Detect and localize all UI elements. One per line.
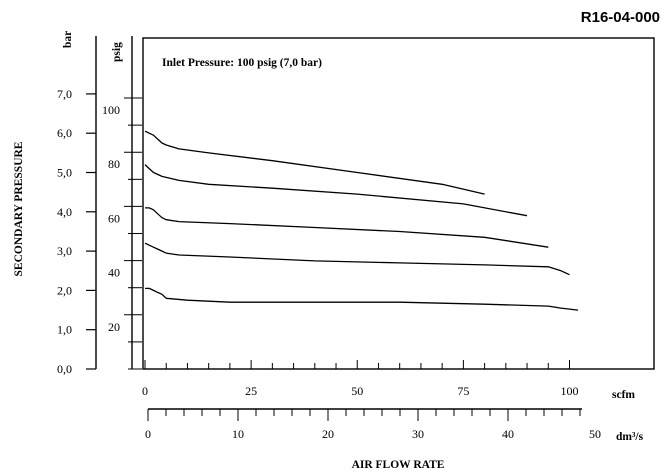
psig-tick-label: 60 xyxy=(108,211,120,225)
inlet-pressure-annotation: Inlet Pressure: 100 psig (7,0 bar) xyxy=(162,57,322,69)
scfm-tick-label: 100 xyxy=(561,384,579,398)
dm3s-tick-label: 50 xyxy=(589,427,601,441)
pressure-curve-4 xyxy=(144,242,570,276)
pressure-curve-2 xyxy=(144,164,528,217)
psig-unit-label: psig xyxy=(111,42,123,62)
scfm-unit-label: scfm xyxy=(612,389,635,401)
dm3s-unit-label: dm³/s xyxy=(616,431,644,443)
bar-tick-label: 3,0 xyxy=(57,244,72,258)
dm3s-tick-label: 30 xyxy=(412,427,424,441)
plot-frame xyxy=(142,37,655,370)
y-axis-title: SECONDARY PRESSURE xyxy=(13,141,25,276)
psig-tick-label: 100 xyxy=(102,103,120,117)
bar-tick-label: 6,0 xyxy=(57,126,72,140)
scfm-tick-label: 25 xyxy=(245,384,257,398)
bar-tick-label: 1,0 xyxy=(57,323,72,337)
dm3s-tick-label: 10 xyxy=(232,427,244,441)
dm3s-tick-label: 0 xyxy=(145,427,151,441)
scfm-tick-label: 75 xyxy=(457,384,469,398)
bar-tick-label: 5,0 xyxy=(57,166,72,180)
dm3s-tick-label: 20 xyxy=(322,427,334,441)
scfm-tick-label: 0 xyxy=(142,384,148,398)
bar-unit-label: bar xyxy=(62,31,74,48)
psig-tick-label: 40 xyxy=(108,266,120,280)
bar-tick-label: 4,0 xyxy=(57,205,72,219)
dm3s-tick-label: 40 xyxy=(502,427,514,441)
psig-tick-label: 80 xyxy=(108,157,120,171)
pressure-curve-5 xyxy=(145,287,579,311)
x-axis-title: AIR FLOW RATE xyxy=(352,459,445,471)
bar-tick-label: 2,0 xyxy=(57,283,72,297)
pressure-curve-3 xyxy=(145,207,549,248)
chart-code: R16-04-000 xyxy=(581,9,660,26)
bar-tick-label: 7,0 xyxy=(57,87,72,101)
pressure-curve-1 xyxy=(144,130,485,195)
psig-tick-label: 20 xyxy=(108,320,120,334)
scfm-tick-label: 50 xyxy=(351,384,363,398)
bar-tick-label: 0,0 xyxy=(57,362,72,376)
